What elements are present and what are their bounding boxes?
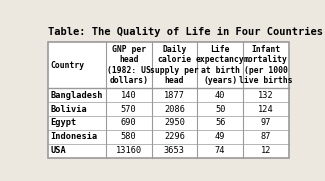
Text: 132: 132 xyxy=(258,91,274,100)
Text: 87: 87 xyxy=(261,132,271,141)
Text: 570: 570 xyxy=(121,104,136,113)
Text: GNP per
head
(1982: US
dollars): GNP per head (1982: US dollars) xyxy=(107,45,151,85)
Text: 3653: 3653 xyxy=(164,146,185,155)
Text: Country: Country xyxy=(50,61,84,70)
Text: 49: 49 xyxy=(215,132,226,141)
Text: 97: 97 xyxy=(261,118,271,127)
Text: 2086: 2086 xyxy=(164,104,185,113)
Text: 56: 56 xyxy=(215,118,226,127)
Text: 13160: 13160 xyxy=(116,146,142,155)
Text: Daily
calorie
supply per
head: Daily calorie supply per head xyxy=(150,45,199,85)
Text: 74: 74 xyxy=(215,146,226,155)
Text: Bolivia: Bolivia xyxy=(50,104,87,113)
Text: Egypt: Egypt xyxy=(50,118,76,127)
Text: Table: The Quality of Life in Four Countries: Table: The Quality of Life in Four Count… xyxy=(48,27,323,37)
Text: 580: 580 xyxy=(121,132,136,141)
Text: USA: USA xyxy=(50,146,66,155)
Text: 12: 12 xyxy=(261,146,271,155)
Text: Indonesia: Indonesia xyxy=(50,132,98,141)
Text: Life
expectancy
at birth
(years): Life expectancy at birth (years) xyxy=(196,45,244,85)
Text: 140: 140 xyxy=(121,91,136,100)
Text: 690: 690 xyxy=(121,118,136,127)
Text: 1877: 1877 xyxy=(164,91,185,100)
Text: 50: 50 xyxy=(215,104,226,113)
Text: 40: 40 xyxy=(215,91,226,100)
Text: Infant
mortality
(per 1000
live births: Infant mortality (per 1000 live births xyxy=(239,45,293,85)
Text: 2950: 2950 xyxy=(164,118,185,127)
Text: Bangladesh: Bangladesh xyxy=(50,91,103,100)
Text: 2296: 2296 xyxy=(164,132,185,141)
Text: 124: 124 xyxy=(258,104,274,113)
